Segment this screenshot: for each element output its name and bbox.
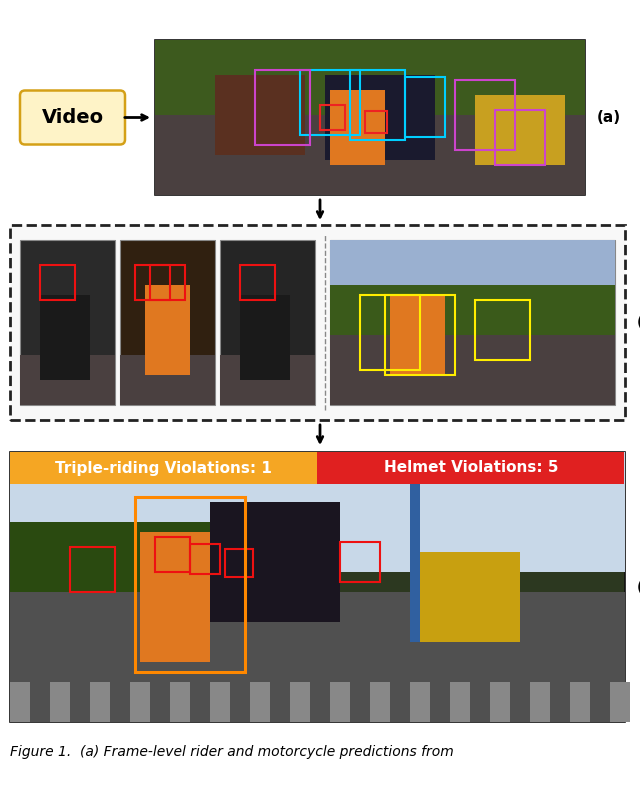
FancyBboxPatch shape xyxy=(10,682,30,722)
FancyBboxPatch shape xyxy=(210,682,230,722)
FancyBboxPatch shape xyxy=(570,682,590,722)
FancyBboxPatch shape xyxy=(20,91,125,145)
FancyBboxPatch shape xyxy=(317,452,624,484)
FancyBboxPatch shape xyxy=(610,682,630,722)
FancyBboxPatch shape xyxy=(410,682,430,722)
FancyBboxPatch shape xyxy=(20,240,115,405)
FancyBboxPatch shape xyxy=(10,225,625,420)
FancyBboxPatch shape xyxy=(220,355,315,405)
FancyBboxPatch shape xyxy=(10,592,625,722)
Text: Triple-riding Violations: 1: Triple-riding Violations: 1 xyxy=(54,461,271,476)
FancyBboxPatch shape xyxy=(450,682,470,722)
FancyBboxPatch shape xyxy=(370,682,390,722)
FancyBboxPatch shape xyxy=(475,95,565,165)
FancyBboxPatch shape xyxy=(240,295,290,380)
FancyBboxPatch shape xyxy=(325,75,435,160)
Text: (b): (b) xyxy=(637,315,640,330)
FancyBboxPatch shape xyxy=(50,682,70,722)
FancyBboxPatch shape xyxy=(155,40,585,195)
FancyBboxPatch shape xyxy=(130,682,150,722)
FancyBboxPatch shape xyxy=(140,532,210,662)
FancyBboxPatch shape xyxy=(330,682,350,722)
FancyBboxPatch shape xyxy=(170,682,190,722)
FancyBboxPatch shape xyxy=(330,335,615,405)
Text: Figure 1.  (a) Frame-level rider and motorcycle predictions from: Figure 1. (a) Frame-level rider and moto… xyxy=(10,745,454,759)
FancyBboxPatch shape xyxy=(155,115,585,195)
FancyBboxPatch shape xyxy=(145,285,190,375)
Text: (c): (c) xyxy=(637,580,640,595)
FancyBboxPatch shape xyxy=(20,355,115,405)
FancyBboxPatch shape xyxy=(490,682,510,722)
FancyBboxPatch shape xyxy=(530,682,550,722)
FancyBboxPatch shape xyxy=(10,452,625,572)
FancyBboxPatch shape xyxy=(410,472,420,642)
FancyBboxPatch shape xyxy=(330,90,385,165)
FancyBboxPatch shape xyxy=(90,682,110,722)
FancyBboxPatch shape xyxy=(10,522,317,602)
FancyBboxPatch shape xyxy=(330,240,615,405)
FancyBboxPatch shape xyxy=(220,240,315,405)
Text: Helmet Violations: 5: Helmet Violations: 5 xyxy=(384,461,558,476)
Text: (a): (a) xyxy=(597,110,621,125)
FancyBboxPatch shape xyxy=(155,40,585,115)
FancyBboxPatch shape xyxy=(330,240,615,325)
FancyBboxPatch shape xyxy=(10,452,625,722)
FancyBboxPatch shape xyxy=(10,452,317,484)
FancyBboxPatch shape xyxy=(210,502,340,622)
FancyBboxPatch shape xyxy=(215,75,305,155)
FancyBboxPatch shape xyxy=(40,295,90,380)
FancyBboxPatch shape xyxy=(390,295,445,375)
FancyBboxPatch shape xyxy=(330,285,615,335)
FancyBboxPatch shape xyxy=(410,552,520,642)
FancyBboxPatch shape xyxy=(250,682,270,722)
FancyBboxPatch shape xyxy=(120,355,215,405)
FancyBboxPatch shape xyxy=(290,682,310,722)
FancyBboxPatch shape xyxy=(120,240,215,405)
Text: Video: Video xyxy=(42,108,104,127)
